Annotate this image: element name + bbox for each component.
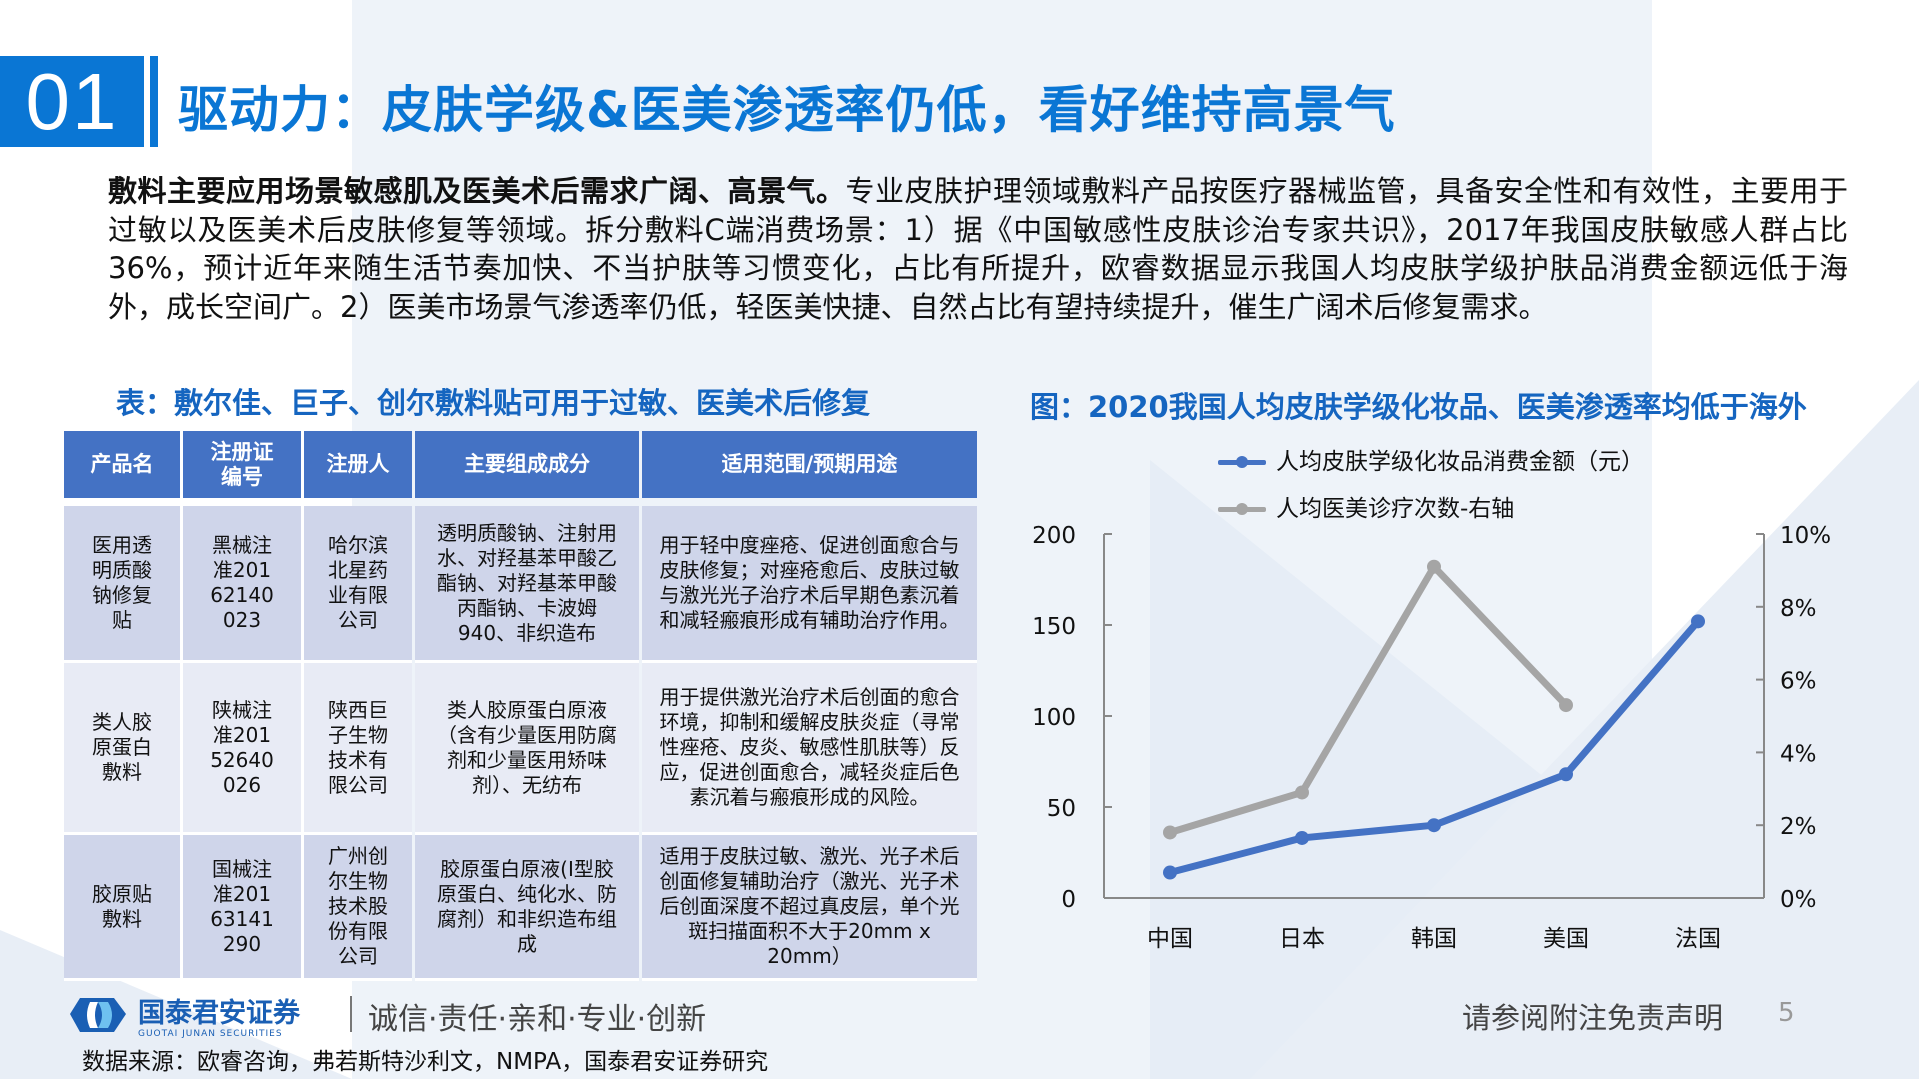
page-title: 驱动力：皮肤学级&医美渗透率仍低，看好维持高景气: [178, 81, 1396, 139]
section-number: 01: [0, 56, 144, 147]
table-header-row: 产品名 注册证编号 注册人 主要组成成分 适用范围/预期用途: [64, 431, 977, 506]
cell-reg-no: 黑械注准20162140023: [183, 506, 301, 663]
chart-caption: 图：2020我国人均皮肤学级化妆品、医美渗透率均低于海外: [1030, 390, 1807, 424]
section-divider: [150, 56, 158, 147]
body-paragraph: 敷料主要应用场景敏感肌及医美术后需求广阔、高景气。专业皮肤护理领域敷料产品按医疗…: [108, 172, 1848, 326]
table-caption: 表：敷尔佳、巨子、创尔敷料贴可用于过敏、医美术后修复: [116, 386, 871, 420]
table-row: 类人胶原蛋白敷料 陕械注准20152640026 陕西巨子生物技术有限公司 类人…: [64, 663, 977, 835]
col-header-usage: 适用范围/预期用途: [642, 431, 977, 506]
body-text: 专业皮肤护理领域敷料产品按医疗器械监管，具备安全性和有效性，主要用于过敏以及医美…: [108, 174, 1848, 324]
cell-ingredients: 类人胶原蛋白原液（含有少量医用防腐剂和少量医用矫味剂）、无纺布: [415, 663, 639, 835]
cell-product: 类人胶原蛋白敷料: [64, 663, 180, 835]
table-row: 医用透明质酸钠修复贴 黑械注准20162140023 哈尔滨北星药业有限公司 透…: [64, 506, 977, 663]
col-header-registrant: 注册人: [304, 431, 412, 506]
legend-line-blue-icon: [1218, 456, 1266, 468]
product-table: 产品名 注册证编号 注册人 主要组成成分 适用范围/预期用途 医用透明质酸钠修复…: [61, 431, 980, 981]
legend-label: 人均皮肤学级化妆品消费金额（元）: [1276, 449, 1644, 475]
data-source: 数据来源：欧睿咨询，弗若斯特沙利文，NMPA，国泰君安证券研究: [82, 1049, 769, 1075]
legend-item-spend: 人均皮肤学级化妆品消费金额（元）: [1218, 442, 1644, 476]
cell-product: 胶原贴敷料: [64, 835, 180, 981]
legend-label: 人均医美诊疗次数-右轴: [1276, 496, 1515, 522]
col-header-reg-no: 注册证编号: [183, 431, 301, 506]
footer-divider: [350, 996, 352, 1032]
cell-usage: 用于提供激光治疗术后创面的愈合环境，抑制和缓解皮肤炎症（寻常性痤疮、皮炎、敏感性…: [642, 663, 977, 835]
cell-reg-no: 陕械注准20152640026: [183, 663, 301, 835]
cell-reg-no: 国械注准20163141290: [183, 835, 301, 981]
cell-registrant: 哈尔滨北星药业有限公司: [304, 506, 412, 663]
col-header-product: 产品名: [64, 431, 180, 506]
footer-slogan: 诚信·责任·亲和·专业·创新: [368, 1002, 707, 1037]
cell-ingredients: 透明质酸钠、注射用水、对羟基苯甲酸乙酯钠、对羟基苯甲酸丙酯钠、卡波姆940、非织…: [415, 506, 639, 663]
body-lead: 敷料主要应用场景敏感肌及医美术后需求广阔、高景气。: [108, 174, 846, 208]
col-header-ingredients: 主要组成成分: [415, 431, 639, 506]
page-number: 5: [1778, 998, 1795, 1028]
legend-line-gray-icon: [1218, 503, 1266, 515]
logo-icon: 国泰君安证券 GUOTAI JUNAN SECURITIES: [70, 997, 301, 1039]
cell-registrant: 广州创尔生物技术股份有限公司: [304, 835, 412, 981]
legend-item-visits: 人均医美诊疗次数-右轴: [1218, 489, 1514, 523]
cell-ingredients: 胶原蛋白原液(I型胶原蛋白、纯化水、防腐剂）和非织造布组成: [415, 835, 639, 981]
cell-usage: 用于轻中度痤疮、促进创面愈合与皮肤修复；对痤疮愈后、皮肤过敏与激光光子治疗术后早…: [642, 506, 977, 663]
company-logo: 国泰君安证券 GUOTAI JUNAN SECURITIES: [68, 994, 348, 1044]
svg-text:GUOTAI JUNAN SECURITIES: GUOTAI JUNAN SECURITIES: [138, 1029, 283, 1039]
cell-usage: 适用于皮肤过敏、激光、光子术后创面修复辅助治疗（激光、光子术后创面深度不超过真皮…: [642, 835, 977, 981]
table-row: 胶原贴敷料 国械注准20163141290 广州创尔生物技术股份有限公司 胶原蛋…: [64, 835, 977, 981]
col-header-reg-no-label: 注册证编号: [210, 439, 274, 489]
cell-registrant: 陕西巨子生物技术有限公司: [304, 663, 412, 835]
disclaimer-link[interactable]: 请参阅附注免责声明: [1462, 1001, 1724, 1035]
svg-text:国泰君安证券: 国泰君安证券: [138, 997, 301, 1029]
cell-product: 医用透明质酸钠修复贴: [64, 506, 180, 663]
